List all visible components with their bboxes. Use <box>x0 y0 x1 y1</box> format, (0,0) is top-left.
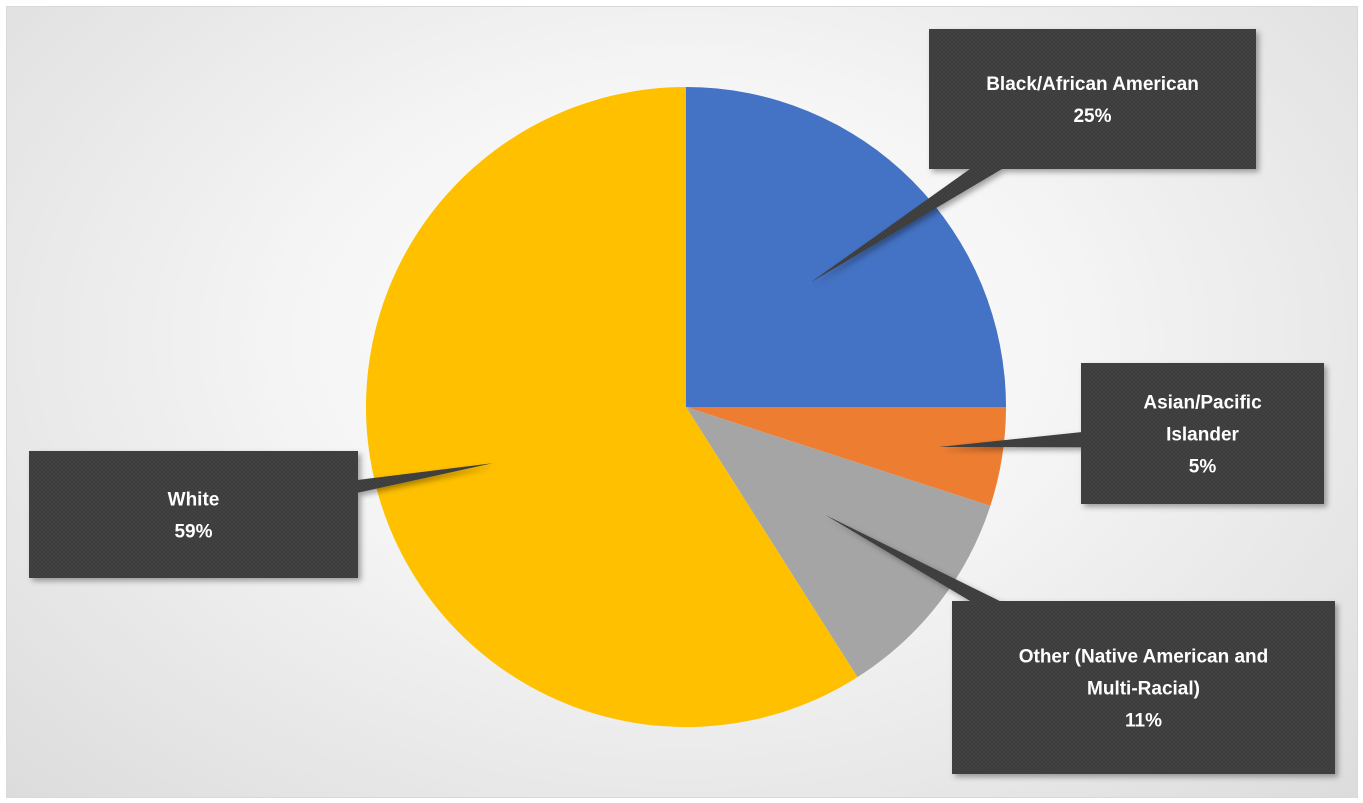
callout-box-0 <box>929 29 1256 169</box>
callout-box-3 <box>29 451 358 578</box>
data-label-category-2: Other (Native American and <box>1019 647 1269 668</box>
data-label-category-1: Asian/Pacific <box>1143 393 1262 414</box>
pie-chart: Black/African American 25% Asian/Pacific Is… <box>29 29 1335 774</box>
callout-1 <box>938 363 1324 504</box>
callout-2 <box>825 514 1335 774</box>
chart-area: Black/African American 25% Asian/Pacific Is… <box>6 6 1358 798</box>
pie-slices <box>366 87 1006 727</box>
pie-slice-0 <box>686 87 1006 407</box>
callout-box-1 <box>1081 363 1324 504</box>
callout-box-2 <box>952 601 1335 774</box>
data-label-percent-1: 5% <box>1189 457 1217 478</box>
data-label-callouts: Black/African American 25% Asian/Pacific Is… <box>29 29 1335 774</box>
pie-slice-2 <box>686 407 991 678</box>
data-label-category-2: Multi-Racial) <box>1087 679 1200 700</box>
data-label-percent-3: 59% <box>174 522 212 543</box>
pie-slice-3 <box>366 87 858 727</box>
data-label-percent-2: 11% <box>1125 711 1162 732</box>
data-label-category-1: Islander <box>1166 425 1239 446</box>
callout-0 <box>810 29 1256 283</box>
data-label-category-0: Black/African American <box>986 74 1199 95</box>
data-label-percent-0: 25% <box>1073 106 1111 127</box>
pie-slice-1 <box>686 407 1006 506</box>
callout-3 <box>29 451 493 578</box>
data-label-category-3: White <box>168 490 220 511</box>
